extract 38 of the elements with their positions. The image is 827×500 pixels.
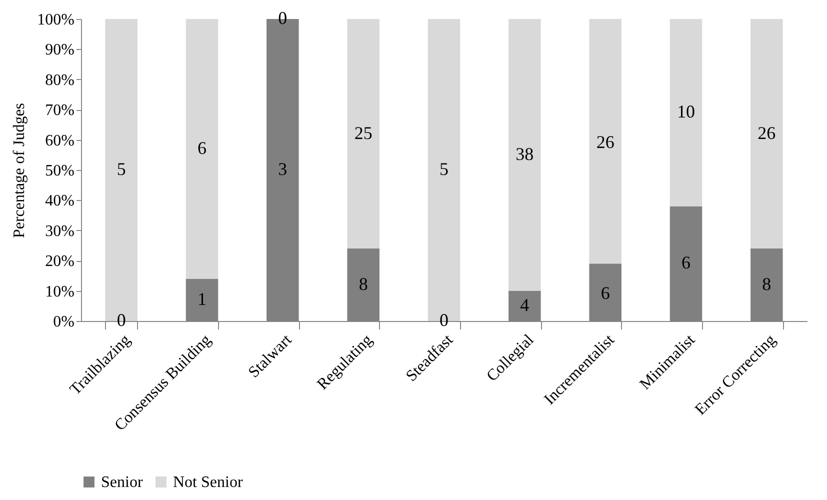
y-tick-label: 30%: [45, 222, 74, 240]
y-tick-label: 90%: [45, 42, 74, 59]
y-tick-label: 80%: [45, 72, 74, 89]
annotation: 38: [516, 144, 534, 164]
y-axis-title: Percentage of Judges: [11, 102, 28, 238]
annotation: 26: [758, 122, 776, 143]
y-tick-label: 0%: [53, 314, 74, 330]
bar: [186, 19, 218, 279]
legend-label: Senior: [101, 474, 144, 491]
bar: [347, 19, 380, 249]
annotation: 0: [278, 8, 288, 28]
legend-label: Not Senior: [173, 474, 244, 491]
annotation: 10: [677, 102, 695, 122]
annotation: 8: [762, 274, 772, 294]
y-tick-label: 50%: [45, 162, 74, 180]
y-tick-label: 60%: [45, 132, 74, 150]
annotation: 0: [116, 310, 126, 330]
annotation: 8: [358, 274, 368, 294]
annotation: 26: [596, 132, 614, 152]
annotation: 6: [600, 282, 610, 303]
annotation: 6: [682, 252, 690, 273]
annotation: 0: [440, 310, 448, 330]
annotation: 25: [354, 122, 372, 143]
annotation: 5: [116, 159, 126, 179]
y-tick-label: 40%: [45, 192, 74, 210]
y-tick-label: 20%: [45, 253, 74, 270]
annotation: 4: [520, 294, 530, 315]
annotation: 1: [198, 288, 206, 309]
annotation: 3: [278, 159, 288, 179]
annotation: 6: [198, 138, 206, 158]
y-tick-label: 10%: [45, 283, 74, 300]
annotation: 5: [440, 159, 448, 179]
bar: [589, 19, 622, 264]
bar: [670, 19, 702, 206]
y-tick-label: 70%: [45, 102, 74, 120]
bar: [508, 19, 541, 291]
y-tick-label: 100%: [37, 12, 74, 28]
bar: [750, 19, 783, 249]
